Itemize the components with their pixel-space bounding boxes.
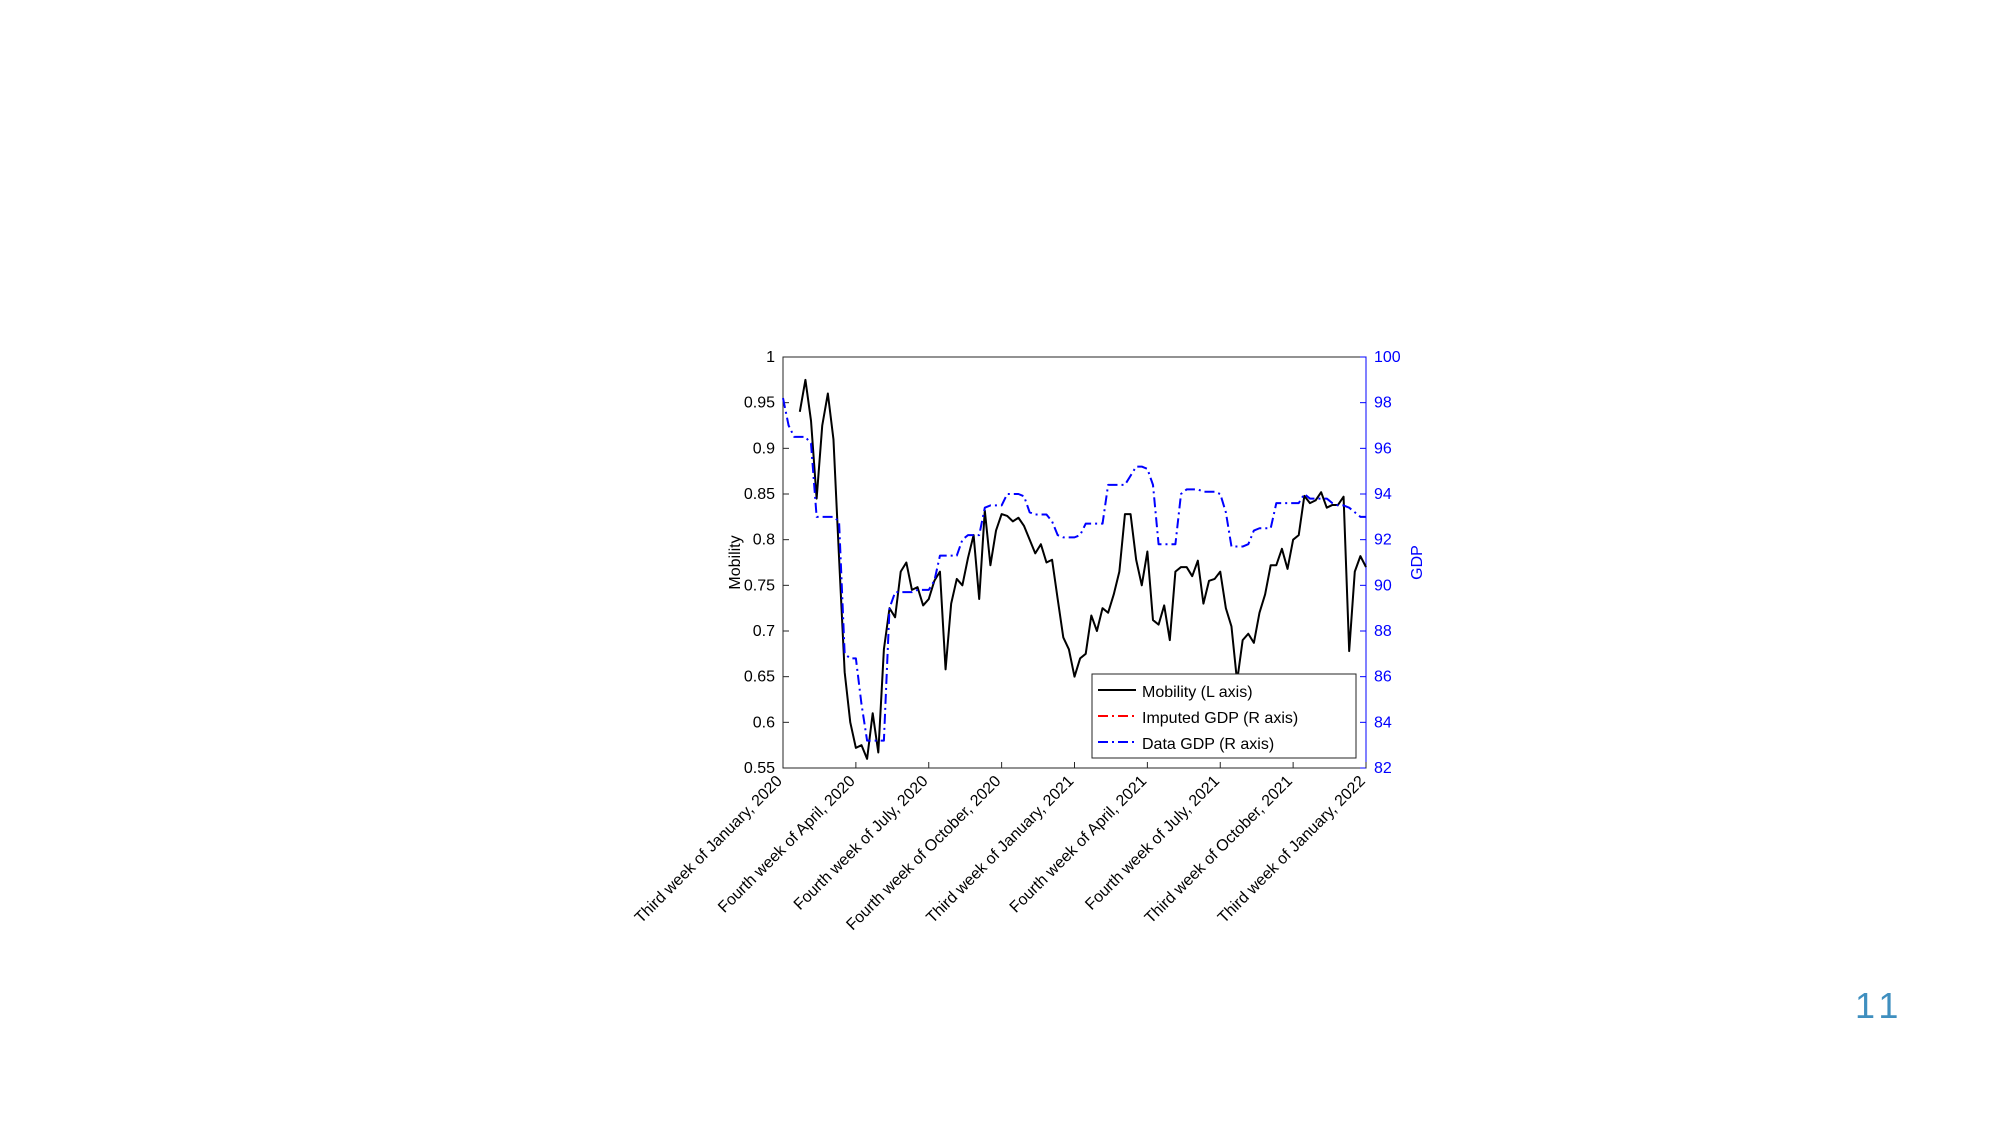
y2-axis-label: GDP [1409,545,1426,580]
y2-tick-label: 82 [1374,760,1392,777]
y-tick-label: 0.95 [744,395,775,412]
y-tick-label: 0.8 [753,532,775,549]
legend-label: Data GDP (R axis) [1142,736,1274,753]
y-tick-label: 1 [766,349,775,366]
x-tick-label: Fourth week of April, 2021 [1007,773,1151,917]
y-tick-label: 0.55 [744,760,775,777]
x-tick-label: Fourth week of April, 2020 [715,773,859,917]
x-tick-label: Third week of January, 2021 [923,773,1077,927]
legend-box [1091,673,1357,759]
y2-tick-label: 84 [1374,714,1392,731]
legend-label: Mobility (L axis) [1142,684,1253,701]
y2-tick-label: 94 [1374,486,1392,503]
series-line [782,397,1366,742]
y-tick-label: 0.85 [744,486,775,503]
x-tick-label: Third week of January, 2022 [1215,773,1369,927]
x-tick-label: Fourth week of July, 2020 [791,773,932,914]
series-line [798,378,1367,760]
x-tick-label: Fourth week of October, 2020 [843,773,1004,934]
y2-tick-label: 88 [1374,623,1392,640]
y2-tick-label: 92 [1374,532,1392,549]
y2-tick-label: 86 [1374,669,1392,686]
legend-label: Imputed GDP (R axis) [1142,710,1298,727]
y-axis-label: Mobility [727,535,744,589]
y-tick-label: 0.7 [753,623,775,640]
y-tick-label: 0.75 [744,577,775,594]
y-tick-label: 0.6 [753,714,775,731]
page-number: 11 [1855,985,1905,1026]
y2-tick-label: 98 [1374,395,1392,412]
x-tick-label: Third week of January, 2020 [632,773,786,927]
y2-tick-label: 100 [1374,349,1401,366]
x-tick-label: Fourth week of July, 2021 [1082,773,1223,914]
y-tick-label: 0.65 [744,669,775,686]
x-tick-label: Third week of October, 2021 [1142,773,1296,927]
y2-tick-label: 90 [1374,577,1392,594]
y2-tick-label: 96 [1374,440,1392,457]
y-tick-label: 0.9 [753,440,775,457]
